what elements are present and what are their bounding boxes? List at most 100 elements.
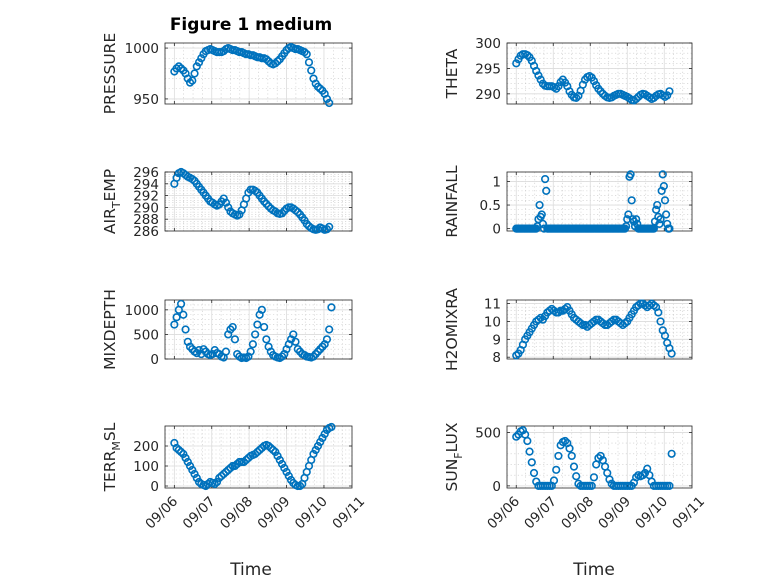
data-point bbox=[219, 469, 228, 479]
data-point bbox=[190, 69, 199, 78]
y-axis-label-main: THETA bbox=[443, 48, 461, 99]
y-axis-label-rest: EMP bbox=[101, 169, 119, 202]
y-tick-label: 950 bbox=[133, 92, 159, 108]
subplot-4: 0 500 1000 MIXDEPTH bbox=[101, 289, 353, 370]
data-point bbox=[661, 210, 671, 219]
data-point bbox=[542, 186, 551, 195]
y-axis-label: SUNFLUX bbox=[443, 422, 465, 491]
y-axis-label: TERRMSL bbox=[101, 422, 123, 492]
y-axis-label: MIXDEPTH bbox=[101, 289, 119, 370]
data-point bbox=[273, 451, 282, 461]
y-tick-label: 9 bbox=[492, 332, 501, 348]
data-point bbox=[264, 441, 273, 451]
data-point bbox=[304, 58, 314, 67]
data-point bbox=[327, 422, 336, 432]
x-tick-label: 09/09 bbox=[595, 494, 634, 533]
series-markers bbox=[512, 50, 674, 105]
data-point bbox=[316, 84, 325, 93]
data-point bbox=[554, 82, 563, 91]
data-point bbox=[262, 55, 271, 64]
data-point bbox=[660, 331, 670, 340]
data-point bbox=[282, 467, 291, 477]
data-point bbox=[185, 461, 195, 471]
x-tick-label: 09/10 bbox=[292, 494, 331, 533]
x-tick-label: 09/11 bbox=[669, 494, 708, 533]
chart-title: Figure 1 medium bbox=[170, 15, 332, 35]
data-point bbox=[624, 210, 633, 219]
data-point bbox=[212, 477, 222, 487]
data-point bbox=[626, 170, 635, 179]
data-point bbox=[554, 451, 563, 461]
x-tick-label: 09/06 bbox=[484, 494, 523, 533]
data-point bbox=[188, 76, 197, 85]
data-point bbox=[567, 451, 576, 461]
data-point bbox=[255, 445, 264, 455]
data-point bbox=[652, 205, 661, 214]
y-tick-label: 290 bbox=[133, 200, 159, 216]
data-point bbox=[572, 93, 581, 102]
series-markers bbox=[170, 422, 336, 491]
data-point bbox=[532, 477, 541, 486]
data-point bbox=[316, 437, 325, 447]
y-axis-label-main: SUN bbox=[443, 459, 461, 492]
data-point bbox=[271, 59, 280, 68]
data-point bbox=[512, 432, 521, 441]
data-point bbox=[228, 322, 237, 332]
subplot-1: 290 295 300 THETA bbox=[443, 36, 693, 105]
data-point bbox=[251, 449, 260, 459]
data-point bbox=[327, 303, 336, 312]
data-point bbox=[235, 210, 244, 219]
y-axis-label-subscript: T bbox=[110, 201, 123, 209]
data-point bbox=[654, 308, 663, 317]
y-tick-label: 8 bbox=[492, 350, 501, 366]
y-axis-label-main: AIR bbox=[101, 208, 119, 234]
data-point bbox=[246, 347, 255, 356]
data-point bbox=[527, 458, 536, 467]
data-point bbox=[172, 313, 181, 322]
data-point bbox=[627, 196, 636, 205]
data-point bbox=[224, 465, 233, 475]
y-tick-label: 295 bbox=[475, 61, 501, 77]
data-point bbox=[667, 449, 676, 458]
data-point bbox=[183, 74, 192, 83]
axes-background bbox=[507, 426, 692, 488]
y-tick-label: 290 bbox=[475, 87, 501, 103]
y-tick-label: 100 bbox=[133, 459, 159, 475]
y-axis-label-main: TERR bbox=[101, 450, 119, 492]
x-tick-label: 09/07 bbox=[521, 494, 560, 533]
y-tick-label: 500 bbox=[133, 327, 159, 343]
data-point bbox=[230, 461, 240, 471]
data-point bbox=[560, 436, 570, 446]
data-point bbox=[538, 219, 547, 229]
x-axis-label-left: Time bbox=[229, 560, 272, 580]
data-point bbox=[525, 447, 534, 456]
series-markers bbox=[170, 167, 334, 234]
data-point bbox=[313, 441, 323, 451]
x-tick-label: 09/08 bbox=[558, 494, 597, 533]
data-point bbox=[640, 468, 650, 478]
data-point bbox=[665, 224, 674, 233]
data-point bbox=[221, 347, 231, 356]
data-point bbox=[663, 91, 672, 100]
data-point bbox=[201, 481, 210, 491]
data-point bbox=[273, 57, 282, 66]
data-point bbox=[537, 210, 546, 219]
data-point bbox=[659, 182, 668, 191]
data-point bbox=[552, 465, 561, 474]
data-point bbox=[549, 476, 559, 485]
data-point bbox=[271, 447, 280, 457]
data-point bbox=[291, 337, 300, 346]
data-point bbox=[658, 170, 667, 179]
data-point bbox=[176, 447, 186, 457]
y-tick-label: 1000 bbox=[125, 41, 159, 57]
data-point bbox=[569, 462, 579, 471]
data-point bbox=[179, 449, 188, 459]
x-tick-label: 09/08 bbox=[217, 494, 256, 533]
data-point bbox=[322, 335, 332, 344]
data-point bbox=[587, 481, 596, 490]
data-point bbox=[300, 48, 309, 57]
data-point bbox=[632, 215, 641, 224]
